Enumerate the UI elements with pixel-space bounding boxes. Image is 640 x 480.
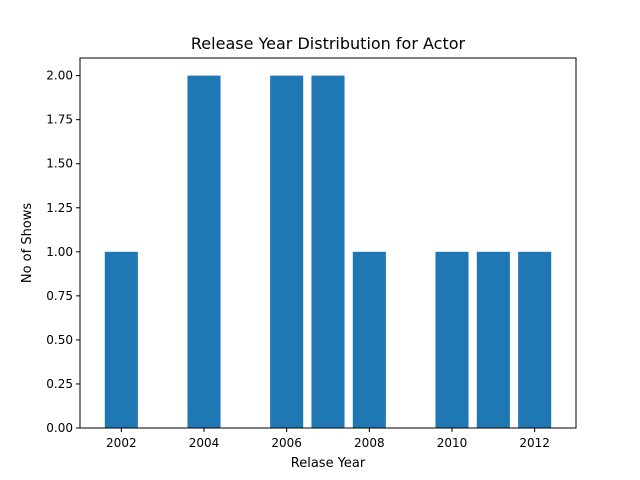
- x-tick-label: 2010: [437, 436, 468, 450]
- bar-2002: [104, 251, 138, 428]
- y-tick-label: 1.25: [46, 201, 73, 215]
- y-tick-label: 1.75: [46, 113, 73, 127]
- bar-2007: [311, 75, 345, 428]
- plot-area-frame: [79, 57, 577, 429]
- y-axis-label: No of Shows: [20, 203, 35, 284]
- bar-2004: [187, 75, 221, 428]
- x-axis-label: Relase Year: [291, 456, 366, 471]
- y-tick-label: 0.75: [46, 289, 73, 303]
- y-tick-label: 1.50: [46, 157, 73, 171]
- y-tick-label: 1.00: [46, 245, 73, 259]
- x-axis-ticks: 2002 2004 2006 2008 2010 2012: [106, 428, 550, 450]
- chart-title: Release Year Distribution for Actor: [191, 34, 466, 53]
- x-tick-label: 2006: [271, 436, 302, 450]
- bar-2011: [476, 251, 510, 428]
- bar-2012: [518, 251, 552, 428]
- x-tick-label: 2004: [189, 436, 220, 450]
- y-tick-label: 0.25: [46, 377, 73, 391]
- x-tick-label: 2012: [519, 436, 550, 450]
- y-tick-label: 0.00: [46, 421, 73, 435]
- x-tick-label: 2002: [106, 436, 137, 450]
- bar-2006: [270, 75, 304, 428]
- y-tick-label: 0.50: [46, 333, 73, 347]
- x-tick-label: 2008: [354, 436, 385, 450]
- y-axis-ticks: 0.00 0.25 0.50 0.75 1.00 1.25 1.50 1.75 2.00: [46, 69, 80, 435]
- bar-2008: [352, 251, 386, 428]
- bar-2010: [435, 251, 469, 428]
- y-tick-label: 2.00: [46, 69, 73, 83]
- bars-group: [104, 75, 552, 428]
